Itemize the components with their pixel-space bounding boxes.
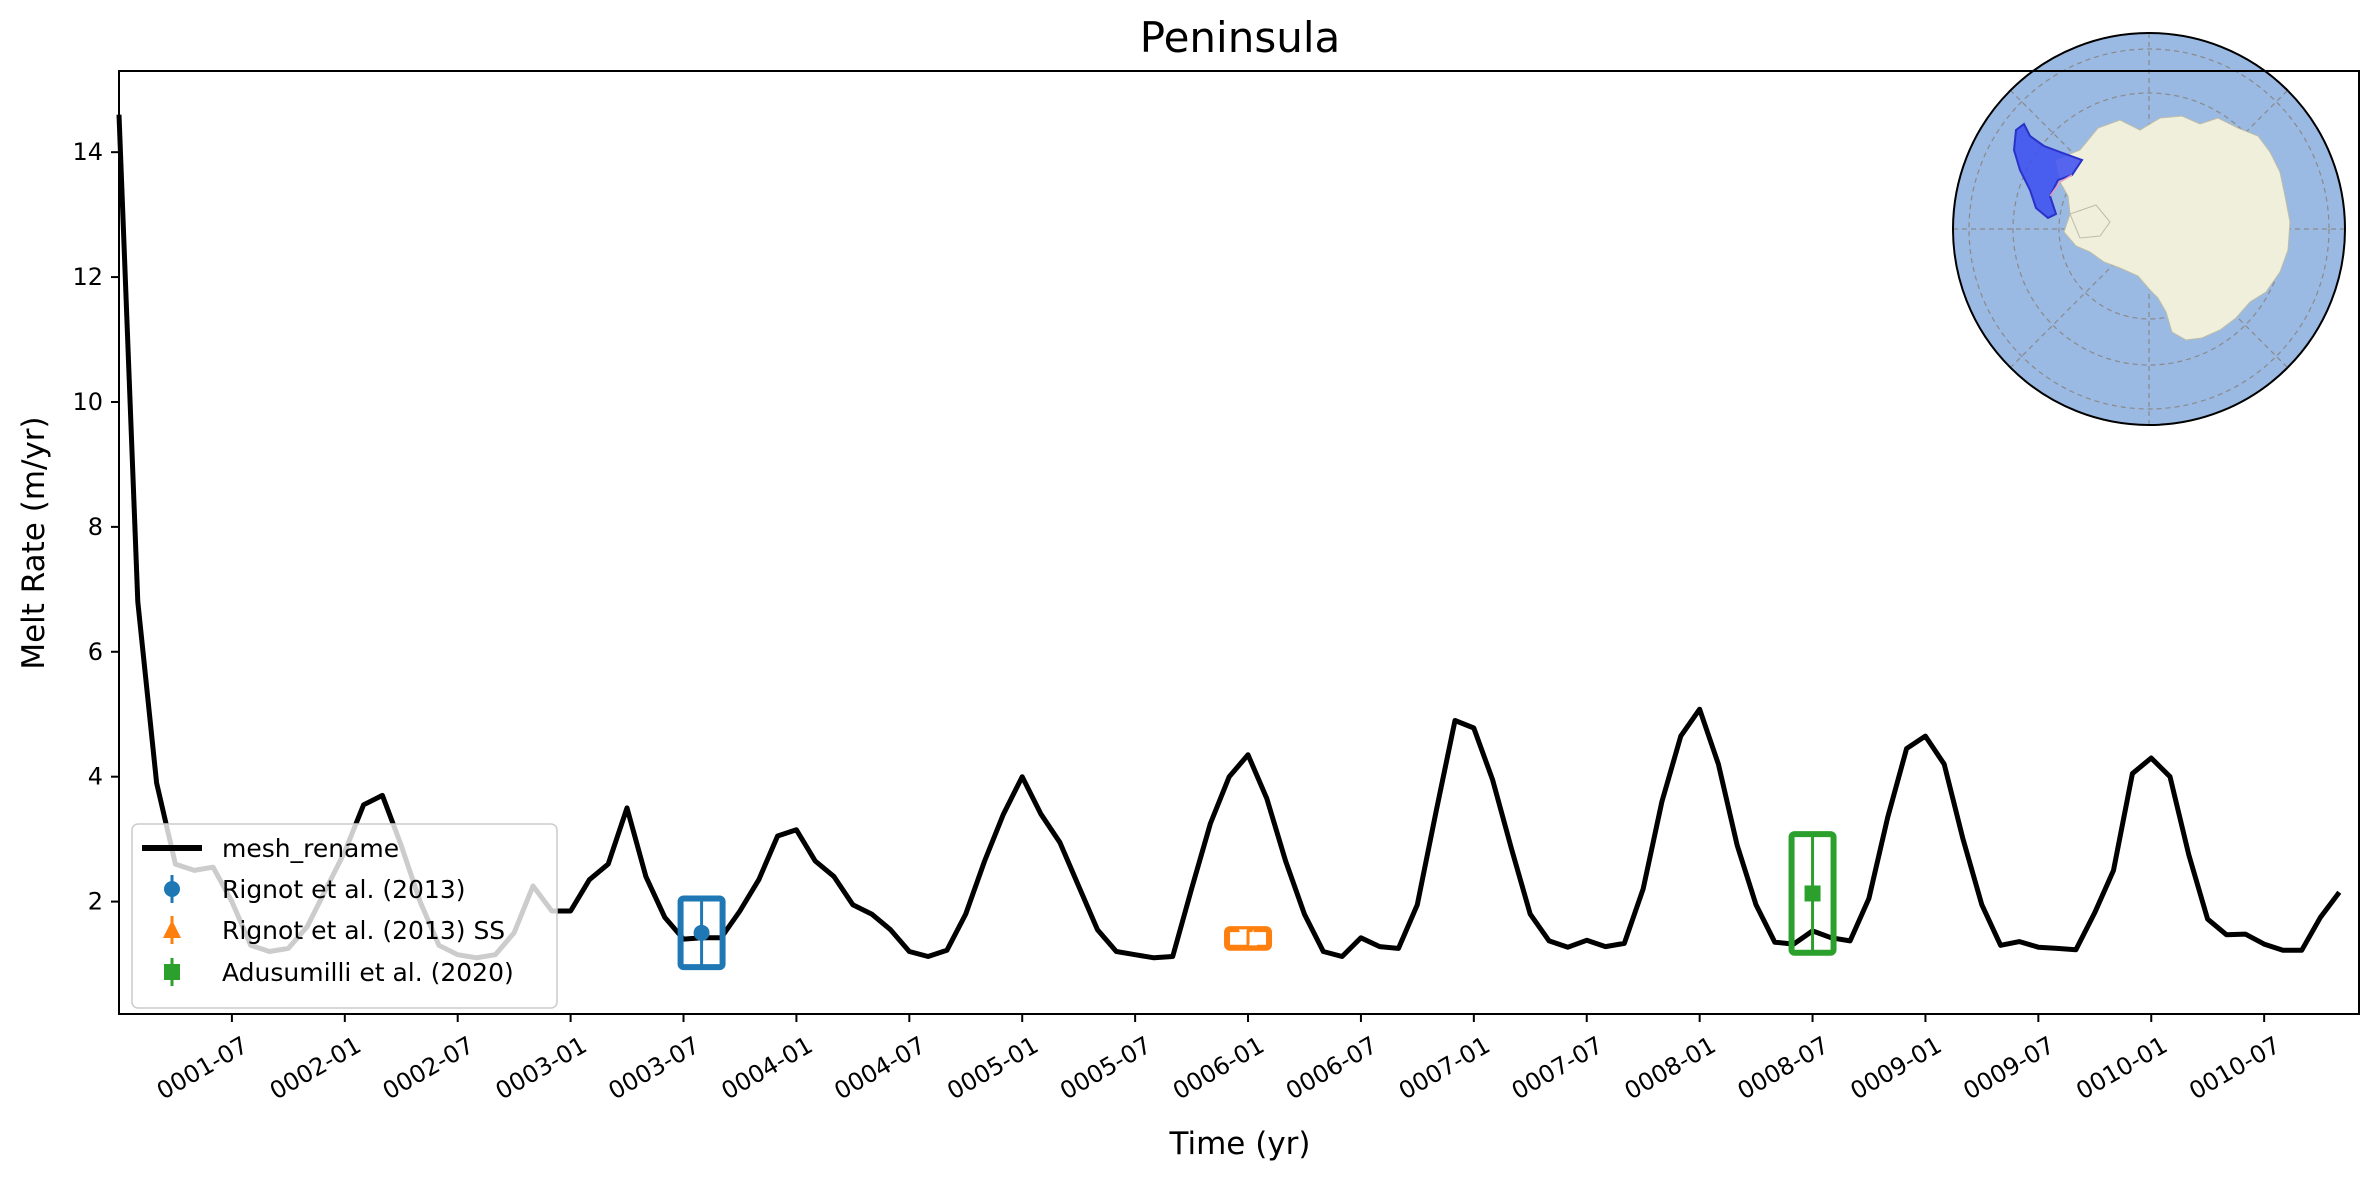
observation-marker: [1239, 929, 1248, 946]
observation-marker: [693, 924, 710, 941]
x-tick-label: 0007-07: [1507, 1031, 1608, 1105]
x-tick-label: 0002-07: [378, 1031, 479, 1105]
legend-marker-rignot: [164, 875, 180, 903]
peninsula-highlight: [2012, 122, 2084, 220]
x-tick-label: 0009-07: [1959, 1031, 2060, 1105]
antarctica-landmass: [2054, 115, 2291, 341]
legend-label-mesh-rename: mesh_rename: [222, 834, 399, 863]
legend-marker-adusumilli: [164, 958, 180, 986]
x-tick-label: 0010-01: [2071, 1031, 2172, 1105]
x-axis-title: Time (yr): [1169, 1126, 1311, 1162]
y-axis-title: Melt Rate (m/yr): [16, 416, 52, 669]
y-tick-label: 14: [72, 138, 103, 166]
x-tick-label: 0005-07: [1055, 1031, 1156, 1105]
y-tick-label: 4: [88, 763, 103, 791]
x-tick-label: 0009-01: [1846, 1031, 1947, 1105]
plot-frame: [118, 70, 2360, 1015]
x-tick-label: 0004-01: [717, 1031, 818, 1105]
x-tick-label: 0006-07: [1281, 1031, 1382, 1105]
y-tick-label: 10: [72, 388, 103, 416]
observation-marker: [1804, 885, 1821, 902]
antarctica-inset-map: [1952, 32, 2346, 426]
observation-2: [1788, 831, 1837, 956]
x-tick-label: 0006-01: [1168, 1031, 1269, 1105]
x-tick-label: 0001-07: [152, 1031, 253, 1105]
y-tick-label: 6: [88, 638, 103, 666]
x-tick-label: 0004-07: [829, 1031, 930, 1105]
legend-box: [131, 823, 558, 1009]
chart-title: Peninsula: [1140, 13, 1340, 62]
x-tick-label: 0002-01: [265, 1031, 366, 1105]
map-border: [1952, 32, 2346, 426]
x-tick-label: 0007-01: [1394, 1031, 1495, 1105]
x-tick-label: 0003-07: [604, 1031, 705, 1105]
legend-label-rignot: Rignot et al. (2013): [222, 875, 466, 904]
x-tick-label: 0003-01: [491, 1031, 592, 1105]
observation-marker: [1249, 929, 1258, 946]
y-tick-label: 8: [88, 513, 103, 541]
x-tick-label: 0005-01: [942, 1031, 1043, 1105]
y-tick-label: 12: [72, 263, 103, 291]
peninsula-outline: [2049, 174, 2073, 197]
x-tick-label: 0010-07: [2184, 1031, 2285, 1105]
legend-label-adusumilli: Adusumilli et al. (2020): [222, 958, 514, 987]
observation-1: [1224, 926, 1273, 951]
ice-shelf: [2069, 204, 2111, 239]
observation-0: [677, 895, 726, 971]
y-tick-label: 2: [88, 888, 103, 916]
legend: mesh_rename Rignot et al. (2013) Rignot …: [131, 823, 558, 1009]
observations-layer: [677, 831, 1837, 971]
legend-marker-rignot-ss: [163, 916, 181, 944]
y-axis-ticks: 2 4 6 8 10 12 14: [72, 138, 119, 916]
x-tick-label: 0008-01: [1620, 1031, 1721, 1105]
x-axis-ticks: 0001-07 0002-01 0002-07 0003-01 0003-07 0004-…: [152, 1014, 2285, 1105]
legend-label-rignot-ss: Rignot et al. (2013) SS: [222, 916, 505, 945]
x-tick-label: 0008-07: [1733, 1031, 1834, 1105]
